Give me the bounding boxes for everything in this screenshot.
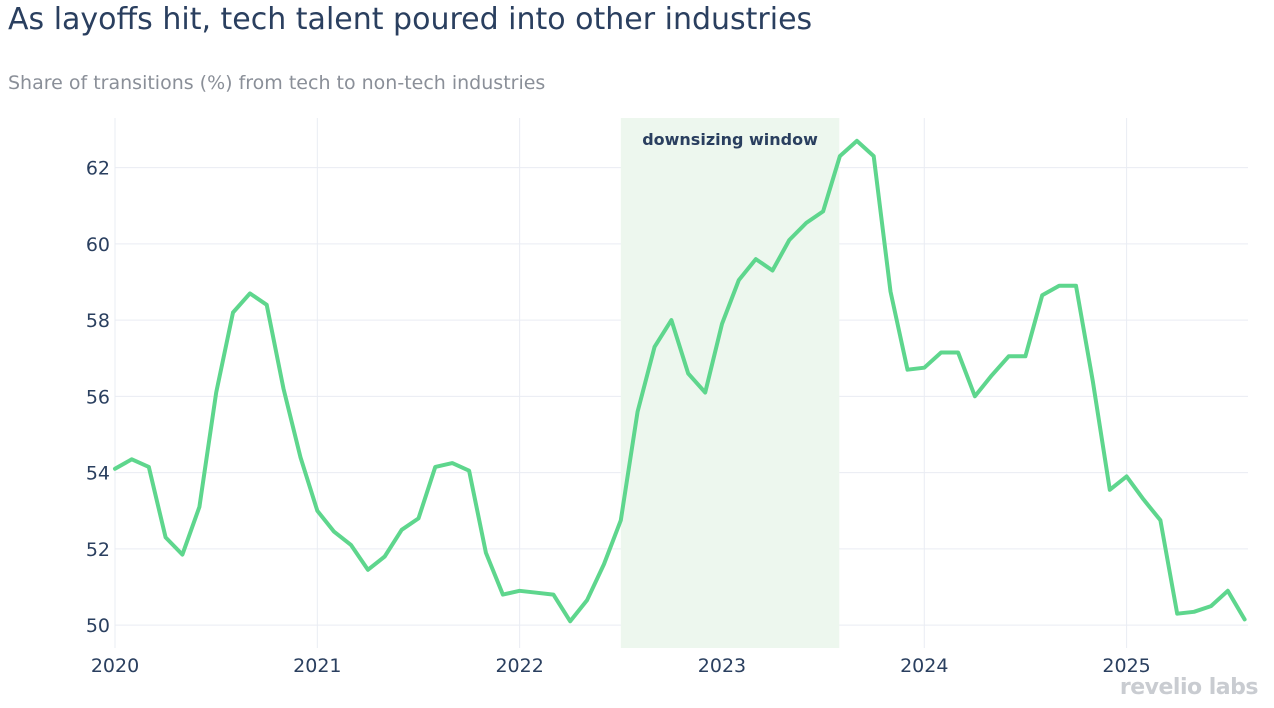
x-tick-label: 2022: [495, 655, 543, 677]
downsizing-window-band: [620, 118, 840, 648]
x-tick-label: 2025: [1102, 655, 1150, 677]
x-tick-label: 2021: [293, 655, 341, 677]
y-tick-label: 54: [86, 463, 110, 485]
y-tick-label: 60: [86, 234, 110, 256]
chart-subtitle: Share of transitions (%) from tech to no…: [8, 72, 546, 94]
revelio-labs-logo: revelio labs: [1119, 675, 1259, 700]
tick-layer: 50 52 54 56 58 60 62 2020 2021 2022 2023 2024 2025: [86, 158, 1151, 677]
line-layer: [113, 138, 1247, 624]
x-tick-label: 2020: [91, 655, 139, 677]
y-tick-label: 62: [86, 158, 110, 180]
y-tick-label: 50: [86, 615, 110, 637]
y-tick-label: 58: [86, 310, 110, 332]
downsizing-window-label: downsizing window: [642, 130, 818, 149]
band-layer: downsizing window: [620, 118, 840, 648]
y-tick-label: 56: [86, 386, 110, 408]
chart-title: As layoffs hit, tech talent poured into …: [8, 2, 813, 37]
x-tick-label: 2023: [698, 655, 746, 677]
y-tick-label: 52: [86, 539, 110, 561]
series-line: [113, 138, 1247, 624]
x-tick-label: 2024: [900, 655, 948, 677]
